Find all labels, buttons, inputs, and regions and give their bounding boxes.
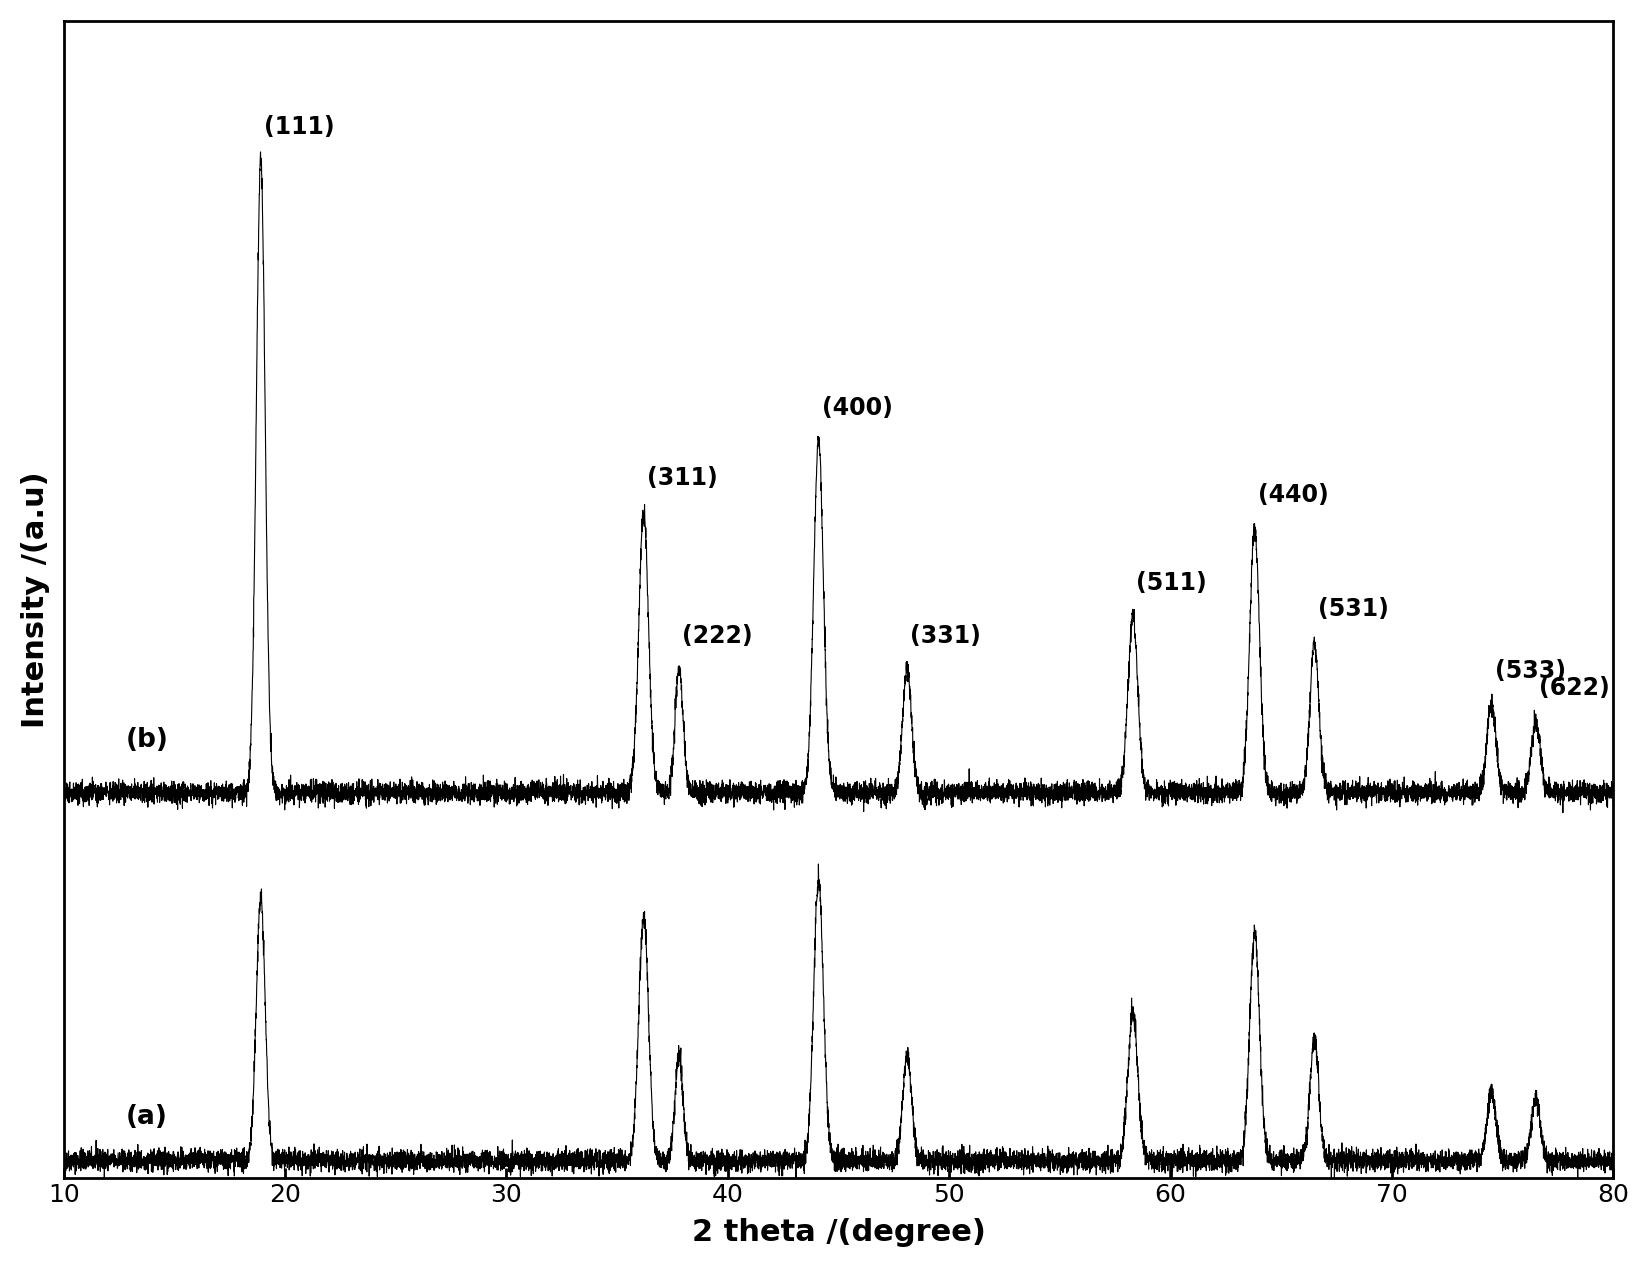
Text: (622): (622): [1539, 676, 1610, 700]
Text: (331): (331): [911, 624, 982, 648]
Text: (b): (b): [125, 727, 168, 753]
Text: (a): (a): [125, 1104, 168, 1130]
Text: (222): (222): [683, 624, 752, 648]
Text: (400): (400): [822, 396, 893, 420]
Y-axis label: Intensity /(a.u): Intensity /(a.u): [21, 472, 50, 728]
Text: (511): (511): [1137, 571, 1206, 595]
Text: (440): (440): [1257, 483, 1328, 507]
X-axis label: 2 theta /(degree): 2 theta /(degree): [691, 1219, 985, 1248]
Text: (531): (531): [1318, 597, 1389, 621]
Text: (533): (533): [1495, 659, 1566, 682]
Text: (111): (111): [264, 115, 335, 139]
Text: (311): (311): [647, 465, 718, 489]
